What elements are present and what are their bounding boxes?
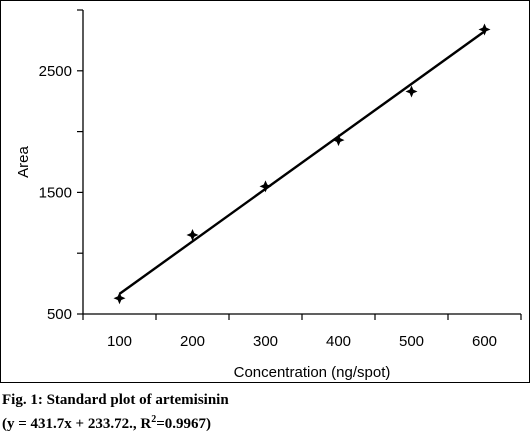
caption-equation: (y = 431.7x + 233.72., R2=0.9967): [2, 410, 229, 434]
data-points: [113, 23, 491, 305]
y-tick-label: 1500: [39, 184, 72, 201]
data-point: [113, 292, 126, 305]
data-point: [259, 180, 272, 193]
data-point: [186, 228, 199, 241]
axes: [77, 9, 522, 320]
y-tick-label: 500: [47, 306, 72, 323]
x-axis-title: Concentration (ng/spot): [234, 364, 391, 381]
x-tick-label: 600: [472, 333, 497, 350]
data-point: [405, 85, 418, 98]
x-tick-label: 100: [107, 333, 132, 350]
x-tick-label: 300: [253, 333, 278, 350]
figure-caption: Fig. 1: Standard plot of artemisinin (y …: [2, 391, 229, 434]
x-tick-labels: 100 200 300 400 500 600: [107, 333, 497, 350]
data-point: [478, 23, 491, 36]
caption-title: Fig. 1: Standard plot of artemisinin: [2, 392, 229, 408]
x-tick-label: 500: [399, 333, 424, 350]
caption-equation-suffix: =0.9967): [156, 416, 211, 432]
y-axis-title: Area: [15, 146, 32, 178]
caption-equation-superscript: 2: [151, 414, 157, 425]
y-tick-labels: 500 1500 2500: [39, 63, 72, 323]
data-point: [332, 134, 345, 147]
x-tick-label: 400: [326, 333, 351, 350]
x-tick-label: 200: [180, 333, 205, 350]
caption-equation-prefix: (y = 431.7x + 233.72., R: [2, 416, 152, 432]
trend-line: [118, 30, 486, 295]
chart-plot: 100 200 300 400 500 600 500 1500 2500 Concentra…: [15, 9, 522, 381]
chart-frame: 100 200 300 400 500 600 500 1500 2500 Concentra…: [0, 0, 530, 383]
y-tick-label: 2500: [39, 63, 72, 80]
